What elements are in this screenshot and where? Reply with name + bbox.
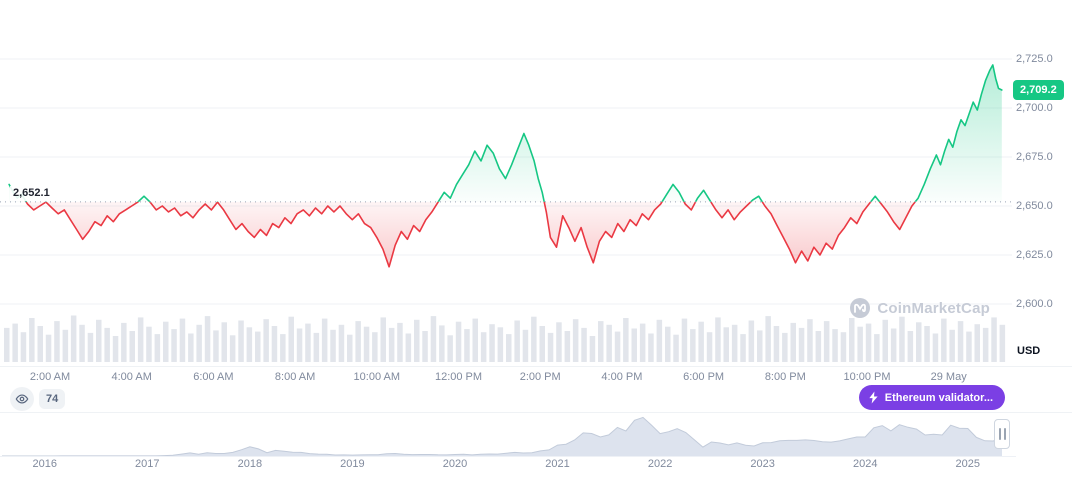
- y-axis-tick: 2,725.0: [1016, 53, 1053, 65]
- year-axis-tick: 2019: [340, 458, 365, 470]
- y-axis-tick: 2,600.0: [1016, 298, 1053, 310]
- watermark-label: CoinMarketCap: [877, 299, 990, 317]
- y-axis-tick: 2,625.0: [1016, 249, 1053, 261]
- navigator-area: [2, 417, 1002, 457]
- coinmarketcap-watermark: CoinMarketCap: [849, 297, 990, 319]
- y-axis-tick: 2,650.0: [1016, 200, 1053, 212]
- price-area-down: [9, 201, 1002, 268]
- year-axis-tick: 2018: [237, 458, 263, 470]
- year-axis-tick: 2016: [32, 458, 57, 470]
- navigator-divider: [0, 412, 1072, 413]
- year-axis-tick: 2017: [135, 458, 160, 470]
- x-axis-tick: 8:00 AM: [274, 371, 316, 383]
- x-axis-tick: 12:00 PM: [434, 371, 483, 383]
- x-axis-tick: 6:00 AM: [193, 371, 234, 383]
- lightning-icon: [869, 391, 878, 404]
- price-chart[interactable]: [0, 0, 1012, 366]
- year-axis-tick: 2025: [955, 458, 981, 470]
- x-axis-tick: 8:00 PM: [764, 371, 806, 383]
- watch-count-badge: 74: [39, 389, 66, 409]
- x-axis-tick: 4:00 AM: [111, 371, 152, 383]
- axis-divider: [0, 366, 1072, 367]
- x-axis-tick: 29 May: [930, 371, 967, 383]
- currency-label: USD: [1017, 345, 1041, 357]
- volume-bars: [4, 315, 1006, 362]
- range-navigator-chart[interactable]: [0, 413, 1016, 457]
- x-axis-tick: 10:00 PM: [843, 371, 891, 383]
- watchlist-indicator[interactable]: 74: [10, 387, 66, 411]
- eye-icon: [10, 387, 34, 411]
- year-axis-tick: 2021: [545, 458, 570, 470]
- range-handle[interactable]: [994, 419, 1010, 449]
- open-price-label: 2,652.1: [10, 185, 53, 201]
- y-axis-tick: 2,675.0: [1016, 151, 1053, 163]
- price-area-up: [8, 64, 1003, 202]
- year-axis-tick: 2022: [647, 458, 673, 470]
- x-axis-tick: 2:00 PM: [519, 371, 561, 383]
- year-axis-tick: 2024: [852, 458, 878, 470]
- x-axis-tick: 6:00 PM: [683, 371, 725, 383]
- year-axis-tick: 2023: [750, 458, 775, 470]
- ethereum-validator-button[interactable]: Ethereum validator...: [858, 385, 1005, 410]
- navigator-outline: [2, 416, 1003, 457]
- coinmarketcap-logo-icon: [850, 298, 871, 318]
- x-axis-tick: 10:00 AM: [353, 371, 401, 383]
- current-price-badge: 2,709.2: [1013, 79, 1064, 100]
- x-axis-tick: 4:00 PM: [601, 371, 643, 383]
- y-axis-tick: 2,700.0: [1016, 102, 1053, 114]
- x-axis-tick: 2:00 AM: [29, 371, 71, 383]
- promo-label: Ethereum validator...: [884, 391, 993, 404]
- year-axis-tick: 2020: [442, 458, 468, 470]
